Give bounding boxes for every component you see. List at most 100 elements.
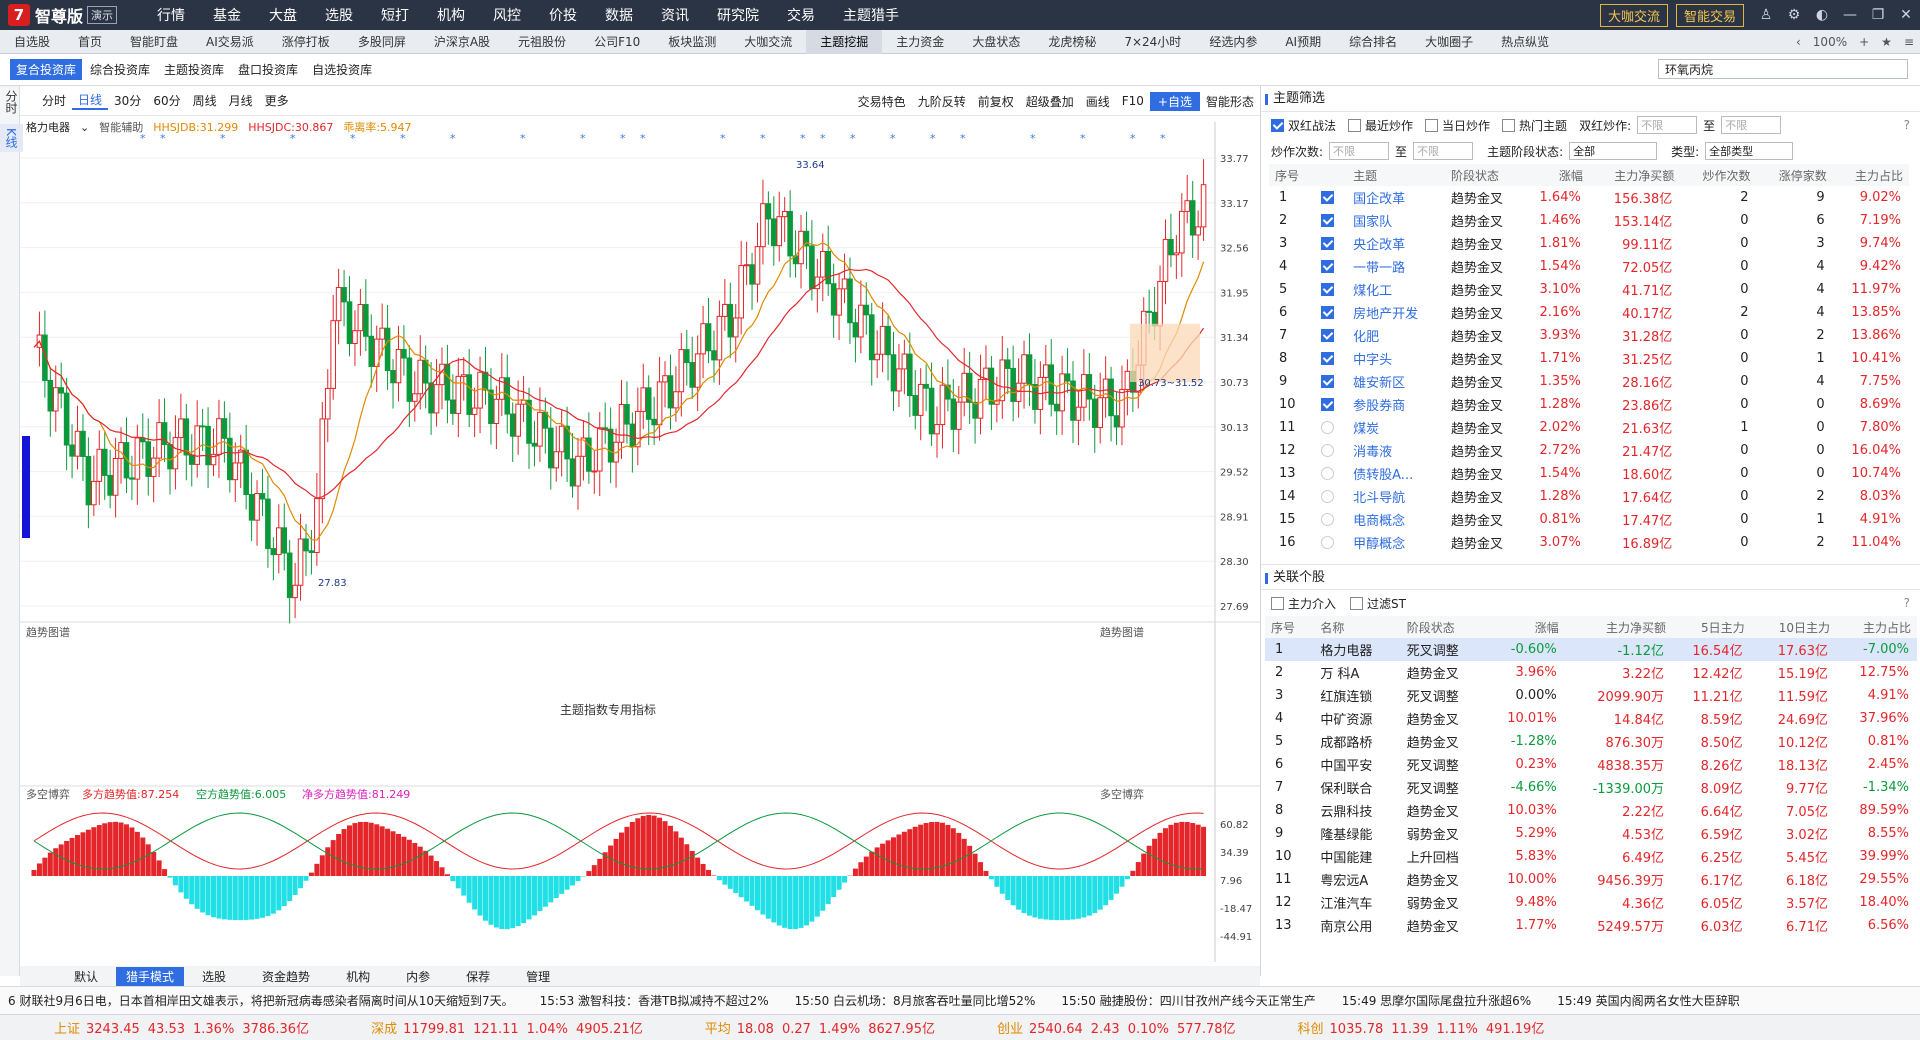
tab-17[interactable]: AI预期 [1285,34,1322,49]
index-item[interactable]: 上证 3243.45 43.53 1.36% 3786.36亿 [54,1018,317,1037]
theme-name[interactable]: 煤化工 [1353,284,1393,299]
theme-name[interactable]: 债转股A... [1353,468,1414,483]
row-check-cell[interactable] [1315,324,1347,347]
row-check-cell[interactable] [1315,462,1347,485]
back-icon[interactable]: ‹ [1795,35,1801,49]
view-fenshi[interactable]: 分时 [4,90,18,114]
theme-header-cell[interactable]: 阶段状态 [1444,164,1527,186]
theme-icon[interactable]: ◐ [1815,7,1829,23]
stock-row[interactable]: 7 保利联合 死叉调整 -4.66% -1339.00万 8.09亿 9.77亿 -1.34% [1265,776,1917,799]
tab-4[interactable]: 涨停打板 [281,34,330,49]
theme-name[interactable]: 中字头 [1353,353,1393,368]
theme-row[interactable]: 15 电商概念 趋势金叉 0.81% 17.47亿 0 1 4.91% [1269,508,1909,531]
stage-select[interactable]: 全部 [1569,142,1658,160]
tab-20[interactable]: 热点纵览 [1501,34,1550,49]
row-checkbox[interactable] [1321,467,1335,480]
nav-9[interactable]: 资讯 [661,8,690,24]
period-0[interactable]: 分时 [42,94,67,108]
zoom-level[interactable]: 100% [1812,35,1848,49]
stock-name[interactable]: 格力电器 [1320,644,1373,659]
library-tab-4[interactable]: 自选投资库 [312,63,373,77]
indicator-tab-3[interactable]: 资金趋势 [262,969,311,984]
theme-row[interactable]: 12 消毒液 趋势金叉 2.72% 21.47亿 0 0 16.04% [1269,439,1909,462]
stock-row[interactable]: 10 中国能建 上升回档 5.83% 6.49亿 6.25亿 5.45亿 39.99% [1265,845,1917,868]
theme-name[interactable]: 北斗导航 [1353,491,1406,506]
stock-name[interactable]: 红旗连锁 [1320,690,1373,705]
index-item[interactable]: 创业 2540.64 2.43 0.10% 577.78亿 [997,1018,1244,1037]
theme-name[interactable]: 电商概念 [1353,514,1406,529]
stock-name[interactable]: 江淮汽车 [1320,897,1373,912]
chart-tool-7[interactable]: 智能形态 [1205,94,1254,109]
theme-name[interactable]: 化肥 [1353,330,1380,345]
stock-name[interactable]: 成都路桥 [1320,736,1373,751]
theme-name[interactable]: 雄安新区 [1353,376,1406,391]
row-checkbox[interactable] [1321,306,1335,319]
stock-row[interactable]: 5 成都路桥 趋势金叉 -1.28% 876.30万 8.50亿 10.12亿 0.81% [1265,730,1917,753]
theme-header-cell[interactable]: 主力占比 [1832,164,1909,186]
row-checkbox[interactable] [1321,237,1335,250]
filter-checkbox[interactable] [1348,118,1362,132]
theme-row[interactable]: 1 国企改革 趋势金叉 1.64% 156.38亿 2 9 9.02% [1269,186,1909,209]
theme-header-cell[interactable]: 序号 [1269,164,1316,186]
stock-row[interactable]: 3 红旗连锁 死叉调整 0.00% 2099.90万 11.21亿 11.59亿 4.91% [1265,684,1917,707]
index-item[interactable]: 深成 11799.81 121.11 1.04% 4905.21亿 [371,1018,651,1037]
tab-5[interactable]: 多股同屏 [357,34,406,49]
stock-filter-checkbox[interactable] [1271,596,1284,610]
filter-checkbox[interactable] [1502,118,1516,132]
tab-12[interactable]: 主力资金 [896,34,945,49]
nav-3[interactable]: 选股 [325,8,354,24]
theme-name[interactable]: 一带一路 [1353,261,1406,276]
theme-header-cell[interactable]: 炒作次数 [1680,164,1757,186]
theme-row[interactable]: 8 中字头 趋势金叉 1.71% 31.25亿 0 1 10.41% [1269,347,1909,370]
row-check-cell[interactable] [1315,531,1347,554]
tab-14[interactable]: 龙虎榜秘 [1048,34,1097,49]
stock-header-cell[interactable]: 主力占比 [1835,616,1917,638]
theme-header-cell[interactable] [1315,164,1348,186]
nav-6[interactable]: 风控 [493,8,522,24]
stock-header-cell[interactable]: 涨幅 [1487,616,1565,638]
chart-tool-2[interactable]: 前复权 [977,94,1014,109]
theme-row[interactable]: 6 房地产开发 趋势金叉 2.16% 40.17亿 2 4 13.85% [1269,301,1909,324]
tab-3[interactable]: AI交易派 [206,34,254,49]
tab-15[interactable]: 7×24小时 [1124,34,1182,49]
indicator-tab-2[interactable]: 选股 [202,969,227,984]
indicator-tab-7[interactable]: 管理 [526,969,551,984]
news-item[interactable]: 15:49 思摩尔国际尾盘拉升涨超6% [1341,994,1532,1008]
stock-header-cell[interactable]: 5日主力 [1672,616,1751,638]
period-6[interactable]: 更多 [264,94,289,108]
menu-icon[interactable]: ≡ [1903,35,1914,49]
nav-2[interactable]: 大盘 [269,8,298,24]
tab-7[interactable]: 元祖股份 [518,34,567,49]
stock-row[interactable]: 2 万 科A 趋势金叉 3.96% 3.22亿 12.42亿 15.19亿 12.75% [1265,661,1917,684]
filter-0[interactable]: 双红战法 [1271,117,1336,134]
index-item[interactable]: 平均 18.08 0.27 1.49% 8627.95亿 [705,1018,943,1037]
stock-header-cell[interactable]: 序号 [1265,616,1315,638]
dh-min-input[interactable]: 不限 [1637,116,1698,134]
theme-row[interactable]: 10 参股券商 趋势金叉 1.28% 23.86亿 0 0 8.69% [1269,393,1909,416]
znjy-button[interactable]: 智能交易 [1675,3,1744,27]
settings-icon[interactable]: ⚙ [1787,7,1801,23]
period-5[interactable]: 月线 [228,94,253,108]
stock-row[interactable]: 12 江淮汽车 弱势金叉 9.48% 4.36亿 6.05亿 3.57亿 18.40% [1265,891,1917,914]
row-check-cell[interactable] [1315,485,1347,508]
theme-header-cell[interactable]: 主力净买额 [1588,164,1681,186]
row-checkbox[interactable] [1321,490,1335,503]
nav-0[interactable]: 行情 [157,8,186,24]
row-check-cell[interactable] [1315,301,1347,324]
chart-tool-6[interactable]: +自选 [1149,91,1200,111]
stock-row[interactable]: 9 隆基绿能 弱势金叉 5.29% 4.53亿 6.59亿 3.02亿 8.55% [1265,822,1917,845]
kline-chart[interactable]: * * * * * * * * * * * * * * * * * * * * * * * 33.77 33.17 32.56 3… [20,86,1260,962]
nav-10[interactable]: 研究院 [717,8,760,24]
stock-row[interactable]: 6 中国平安 死叉调整 0.23% 4838.35万 8.26亿 18.13亿 2.45% [1265,753,1917,776]
theme-row[interactable]: 16 甲醇概念 趋势金叉 3.07% 16.89亿 0 2 11.04% [1269,531,1909,554]
library-tab-3[interactable]: 盘口投资库 [238,63,299,77]
theme-name[interactable]: 消毒液 [1353,445,1393,460]
filter-2[interactable]: 当日炒作 [1425,117,1490,134]
theme-row[interactable]: 11 煤炭 趋势金叉 2.02% 21.63亿 1 0 7.80% [1269,416,1909,439]
theme-row[interactable]: 2 国家队 趋势金叉 1.46% 153.14亿 0 6 7.19% [1269,209,1909,232]
row-check-cell[interactable] [1315,370,1347,393]
row-checkbox[interactable] [1321,191,1335,204]
row-checkbox[interactable] [1321,375,1335,388]
chart-tool-3[interactable]: 超级叠加 [1025,94,1074,109]
tab-19[interactable]: 大咖圈子 [1425,34,1474,49]
